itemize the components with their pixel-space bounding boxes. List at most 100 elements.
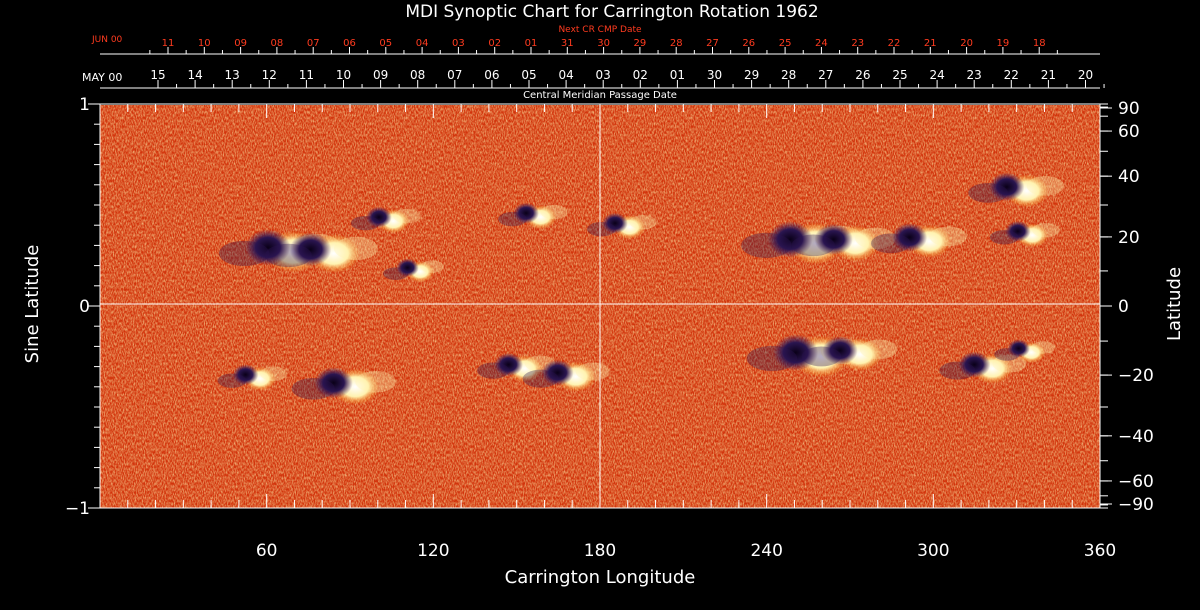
cmp-date-axis: 15 14 13 12 11 10 09 08 07 06 05 04 03 02 01 30 29 28 27 26… (100, 68, 1105, 89)
active-region (871, 223, 967, 258)
y-axis-label-right: Latitude (1164, 267, 1185, 341)
cmp-date-label: 25 (892, 68, 907, 82)
positive-flux-trail (393, 208, 421, 224)
cmp-date-label: 08 (410, 68, 425, 82)
positive-flux-trail (540, 204, 568, 220)
active-region (477, 352, 556, 383)
cmp-date-label: 30 (707, 68, 722, 82)
positive-flux-trail (575, 362, 610, 381)
next-cr-date-label: 09 (234, 38, 247, 49)
negative-flux-trail (801, 346, 842, 367)
negative-flux-patch (891, 223, 928, 252)
positive-flux-trail (355, 370, 397, 393)
next-cr-date-label: 23 (851, 38, 864, 49)
next-cr-date-label: 11 (162, 38, 175, 49)
next-cr-date-title: Next CR CMP Date (558, 25, 642, 35)
next-cr-date-label: 18 (1033, 38, 1046, 49)
negative-flux-patch (773, 334, 819, 371)
cmp-date-label: 26 (855, 68, 870, 82)
next-cr-date-label: 30 (597, 38, 610, 49)
positive-flux-trail (259, 366, 288, 381)
cmp-date-title: Central Meridian Passage Date (523, 90, 677, 101)
negative-flux-trail (791, 234, 835, 257)
next-cr-date-label: 28 (670, 38, 683, 49)
negative-flux-trail (746, 345, 798, 372)
y-tick-label-right: 40 (1118, 167, 1140, 187)
negative-flux-trail (994, 348, 1020, 361)
x-tick-label: 60 (256, 541, 278, 561)
negative-flux-patch (396, 258, 419, 277)
y-tick-label-right: 90 (1118, 99, 1140, 119)
left-axis-ticks: 1 0 −1 (65, 95, 100, 519)
cmp-date-label: 23 (967, 68, 982, 82)
y-tick-label-right: −40 (1118, 427, 1154, 447)
active-region (989, 220, 1060, 248)
cmp-date-label: 10 (336, 68, 351, 82)
y-tick-label-left: 1 (79, 95, 90, 115)
active-region (217, 364, 288, 391)
next-cr-date-label: 10 (198, 38, 211, 49)
negative-flux-patch (767, 221, 813, 258)
negative-flux-patch (513, 202, 539, 224)
negative-flux-trail (350, 215, 380, 231)
x-tick-label: 240 (750, 541, 782, 561)
negative-flux-trail (741, 232, 792, 258)
positive-flux-trail (859, 339, 898, 360)
cmp-date-label: 14 (187, 68, 202, 82)
negative-flux-trail (291, 377, 335, 400)
next-cr-date-label: 05 (379, 38, 392, 49)
cmp-date-month: MAY 00 (82, 71, 122, 84)
next-cr-date-label: 07 (307, 38, 320, 49)
next-cr-date-label: 03 (452, 38, 465, 49)
negative-flux-patch (494, 352, 523, 377)
next-cr-date-label: 24 (815, 38, 828, 49)
negative-flux-patch (1005, 220, 1031, 242)
cmp-date-label: 20 (1078, 68, 1093, 82)
next-cr-date-axis: 11 10 09 08 07 06 05 04 03 02 01 31 30 29 28 27 26 25 24 23… (100, 38, 1100, 55)
cmp-date-label: 22 (1004, 68, 1019, 82)
positive-flux-trail (333, 236, 379, 261)
chart-title: MDI Synoptic Chart for Carrington Rotati… (405, 2, 818, 22)
next-cr-date-label: 06 (343, 38, 356, 49)
positive-flux-trail (1032, 223, 1060, 238)
cmp-date-label: 01 (670, 68, 685, 82)
next-cr-date-label: 04 (416, 38, 429, 49)
x-tick-label: 120 (417, 541, 449, 561)
positive-flux-trail (855, 227, 897, 250)
y-tick-label-left: 0 (79, 297, 90, 317)
y-tick-label-right: 60 (1118, 122, 1140, 142)
active-region (291, 367, 397, 405)
x-tick-label: 180 (584, 541, 616, 561)
y-tick-label-right: 20 (1118, 228, 1140, 248)
negative-flux-trail (498, 211, 527, 227)
positive-flux-trail (629, 215, 657, 230)
cmp-date-label: 24 (929, 68, 944, 82)
y-tick-label-right: −90 (1118, 495, 1154, 515)
active-region (350, 206, 421, 234)
cmp-date-label: 06 (484, 68, 499, 82)
cmp-date-label: 13 (225, 68, 240, 82)
cmp-date-label: 05 (521, 68, 536, 82)
x-axis-label: Carrington Longitude (505, 567, 696, 588)
x-tick-label: 300 (917, 541, 949, 561)
cmp-date-label: 09 (373, 68, 388, 82)
negative-flux-trail (968, 182, 1008, 203)
cmp-date-label: 04 (558, 68, 573, 82)
positive-flux-trail (420, 260, 444, 273)
next-cr-date-label: 29 (634, 38, 647, 49)
y-tick-label-left: −1 (65, 499, 90, 519)
cmp-date-label: 27 (818, 68, 833, 82)
negative-flux-patch (602, 212, 628, 234)
cmp-date-label: 03 (596, 68, 611, 82)
cmp-date-label: 11 (299, 68, 314, 82)
x-tick-label: 360 (1084, 541, 1116, 561)
y-tick-label-right: −20 (1118, 366, 1154, 386)
active-region (265, 232, 379, 273)
negative-flux-trail (383, 267, 409, 280)
cmp-date-label: 21 (1041, 68, 1056, 82)
cmp-date-label: 07 (447, 68, 462, 82)
negative-flux-patch (1007, 339, 1030, 358)
cmp-date-label: 29 (744, 68, 759, 82)
positive-flux-trail (1031, 341, 1056, 354)
